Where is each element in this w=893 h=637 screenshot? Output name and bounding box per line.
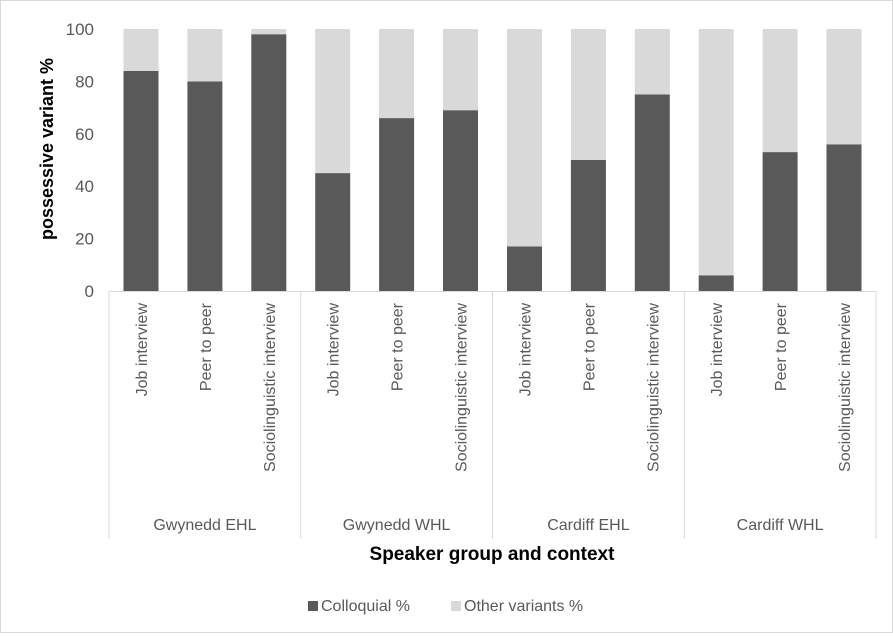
group-label: Gwynedd WHL (343, 517, 451, 534)
group-label: Cardiff WHL (737, 517, 824, 534)
legend-swatch-colloquial (308, 601, 318, 611)
bar-colloquial (634, 94, 670, 291)
x-tick-label: Job interview (518, 303, 535, 397)
legend-label-other-variants: Other variants % (464, 598, 583, 615)
bar-colloquial (315, 173, 351, 291)
x-tick-label: Peer to peer (198, 302, 215, 391)
x-tick-label: Sociolinguistic interview (262, 303, 279, 472)
x-tick-label: Sociolinguistic interview (645, 303, 662, 472)
labels-layer: 0 20 40 60 80 100 Job interview Peer to peer Soc… (66, 20, 854, 534)
x-tick-label: Job interview (326, 303, 343, 397)
bar-colloquial (251, 34, 287, 291)
bar-other-variants (123, 29, 159, 71)
bar-colloquial (507, 246, 542, 291)
group-label: Gwynedd EHL (153, 517, 256, 534)
x-tick-label: Sociolinguistic interview (454, 303, 471, 472)
legend-swatch-other-variants (451, 601, 461, 611)
y-tick-label: 40 (75, 177, 94, 196)
bar-colloquial (570, 160, 606, 291)
x-tick-label: Peer to peer (390, 302, 407, 391)
legend-label-colloquial: Colloquial % (321, 598, 410, 615)
bar-colloquial (379, 118, 415, 291)
group-label: Cardiff EHL (547, 517, 630, 534)
y-tick-label: 80 (75, 72, 94, 91)
bar-other-variants (634, 29, 670, 95)
x-tick-label: Peer to peer (773, 302, 790, 391)
y-tick-label: 100 (66, 20, 94, 39)
y-tick-label: 0 (85, 282, 94, 301)
x-tick-label: Job interview (134, 303, 151, 397)
bar-colloquial (443, 110, 478, 291)
bar-colloquial (698, 275, 734, 291)
bar-other-variants (379, 29, 415, 119)
bar-colloquial (187, 81, 223, 292)
y-tick-label: 20 (75, 230, 94, 249)
bar-other-variants (315, 29, 351, 174)
x-tick-label: Sociolinguistic interview (837, 303, 854, 472)
axes-layer (108, 291, 877, 539)
bar-colloquial (123, 70, 159, 292)
bar-colloquial (826, 144, 862, 291)
bar-colloquial (762, 152, 798, 291)
bar-other-variants (187, 29, 223, 82)
y-axis-title: possessive variant % (37, 58, 57, 240)
bar-other-variants (507, 29, 542, 247)
x-axis-title: Speaker group and context (370, 544, 616, 565)
x-tick-label: Job interview (709, 303, 726, 397)
bar-other-variants (443, 29, 478, 111)
bar-other-variants (251, 29, 287, 35)
bar-other-variants (698, 29, 734, 276)
y-tick-label: 60 (75, 125, 94, 144)
legend: Colloquial % Other variants % (308, 598, 583, 615)
bars-layer (123, 29, 862, 292)
x-tick-label: Peer to peer (581, 302, 598, 391)
bar-other-variants (826, 29, 862, 145)
bar-other-variants (570, 29, 606, 160)
bar-other-variants (762, 29, 798, 153)
